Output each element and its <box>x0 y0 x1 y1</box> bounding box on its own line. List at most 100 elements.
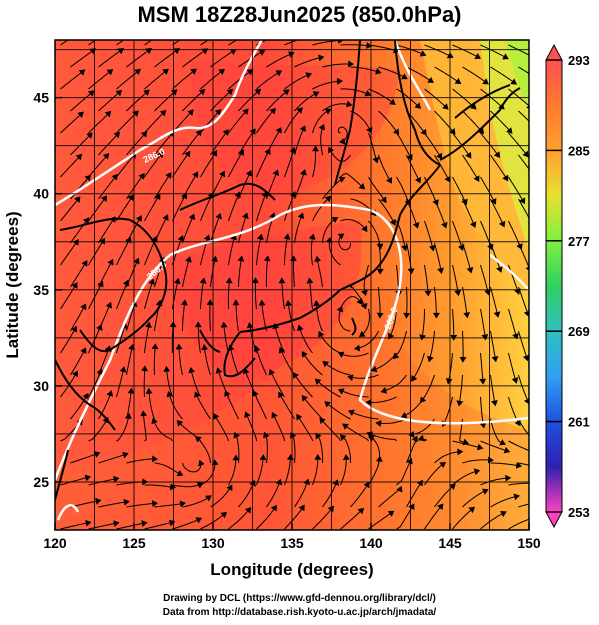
streamline <box>224 390 239 420</box>
streamline-arrowhead <box>457 448 464 456</box>
streamline-arrowhead <box>361 289 368 297</box>
streamline <box>210 89 233 112</box>
streamline <box>294 56 324 68</box>
streamline-arrowhead <box>151 455 158 463</box>
streamline <box>88 417 109 442</box>
streamline-arrowhead <box>269 107 276 115</box>
streamline <box>256 70 282 90</box>
streamline <box>428 330 435 362</box>
coastlines <box>55 40 521 501</box>
streamline <box>452 44 481 59</box>
streamline <box>340 44 372 47</box>
streamline <box>60 69 86 90</box>
streamline <box>508 396 521 426</box>
streamline <box>182 256 191 288</box>
streamline <box>228 108 249 134</box>
streamline-arrowhead <box>133 257 140 265</box>
x-tick-label: 145 <box>438 535 462 551</box>
y-axis-label: Latitude (degrees) <box>3 211 22 358</box>
streamline-arrowhead <box>122 279 130 287</box>
streamline <box>172 151 191 178</box>
streamline-arrowhead <box>196 482 204 489</box>
streamline-arrowhead <box>532 450 537 455</box>
streamline-arrowhead <box>283 233 291 240</box>
streamline-arrowhead <box>437 267 444 274</box>
streamline-arrowhead <box>376 268 384 275</box>
streamline-arrowhead <box>107 258 114 266</box>
streamline <box>200 40 210 46</box>
streamline <box>126 344 134 376</box>
streamline-arrowhead <box>301 395 308 402</box>
streamline <box>144 151 164 178</box>
streamline <box>480 220 493 250</box>
streamline-arrowhead <box>318 123 326 131</box>
streamline <box>480 511 507 530</box>
colorbar-top-arrow <box>545 43 563 61</box>
streamline <box>182 214 195 244</box>
streamline <box>60 326 77 354</box>
streamline-arrowhead <box>163 365 171 372</box>
streamline-arrowhead <box>346 100 353 108</box>
streamline-arrowhead <box>376 312 384 319</box>
streamline <box>234 432 240 464</box>
streamline-arrowhead <box>502 174 509 182</box>
streamline-arrowhead <box>141 365 149 372</box>
y-tick-label: 40 <box>33 186 49 202</box>
streamline-arrowhead <box>180 299 188 306</box>
streamline-arrowhead <box>380 196 387 204</box>
streamline-arrowhead <box>439 462 447 469</box>
streamline <box>253 390 267 420</box>
streamline <box>350 110 372 133</box>
streamline <box>340 172 365 190</box>
streamline <box>508 44 529 56</box>
y-tick-label: 30 <box>33 378 49 394</box>
streamline <box>70 347 86 376</box>
streamline <box>405 286 408 318</box>
streamline <box>200 235 210 266</box>
streamline <box>518 330 529 361</box>
streamline <box>227 278 231 310</box>
streamline-arrowhead <box>292 372 299 379</box>
streamline <box>294 91 319 112</box>
streamline-arrowhead <box>533 438 538 443</box>
streamline-arrowhead <box>456 400 464 407</box>
streamline <box>396 176 411 205</box>
streamline-arrowhead <box>358 330 366 337</box>
y-tick-label: 25 <box>33 474 49 490</box>
streamline-arrowhead <box>205 495 212 502</box>
streamline-arrowhead <box>523 310 529 318</box>
streamline <box>462 459 493 464</box>
streamline-arrowhead <box>315 432 322 440</box>
streamline <box>447 352 453 384</box>
streamline <box>312 506 334 530</box>
streamline <box>490 495 520 508</box>
streamline <box>490 154 509 181</box>
streamline-arrowhead <box>493 311 501 318</box>
streamline <box>245 412 257 442</box>
streamline <box>518 154 529 171</box>
streamline <box>350 285 367 309</box>
streamline-arrowhead <box>134 68 141 76</box>
streamline <box>480 132 500 158</box>
streamline-arrowhead <box>151 417 158 425</box>
streamline <box>210 485 233 508</box>
streamline <box>182 300 186 331</box>
streamline-arrowhead <box>361 225 368 233</box>
streamline-arrowhead <box>463 312 471 319</box>
streamline-arrowhead <box>498 220 506 228</box>
streamline <box>152 418 173 442</box>
streamline-arrowhead <box>314 453 322 460</box>
streamline <box>228 455 237 486</box>
streamline-arrowhead <box>285 299 293 307</box>
streamline-arrowhead <box>372 156 380 164</box>
streamline <box>153 344 156 376</box>
streamline <box>310 234 314 266</box>
streamline-arrowhead <box>522 354 529 362</box>
streamline <box>424 462 446 486</box>
streamline-arrowhead <box>389 219 396 226</box>
streamline <box>200 278 205 310</box>
streamline-arrowhead <box>305 72 312 79</box>
streamline-arrowhead <box>77 111 84 118</box>
streamline <box>378 286 381 318</box>
streamline <box>320 124 325 156</box>
